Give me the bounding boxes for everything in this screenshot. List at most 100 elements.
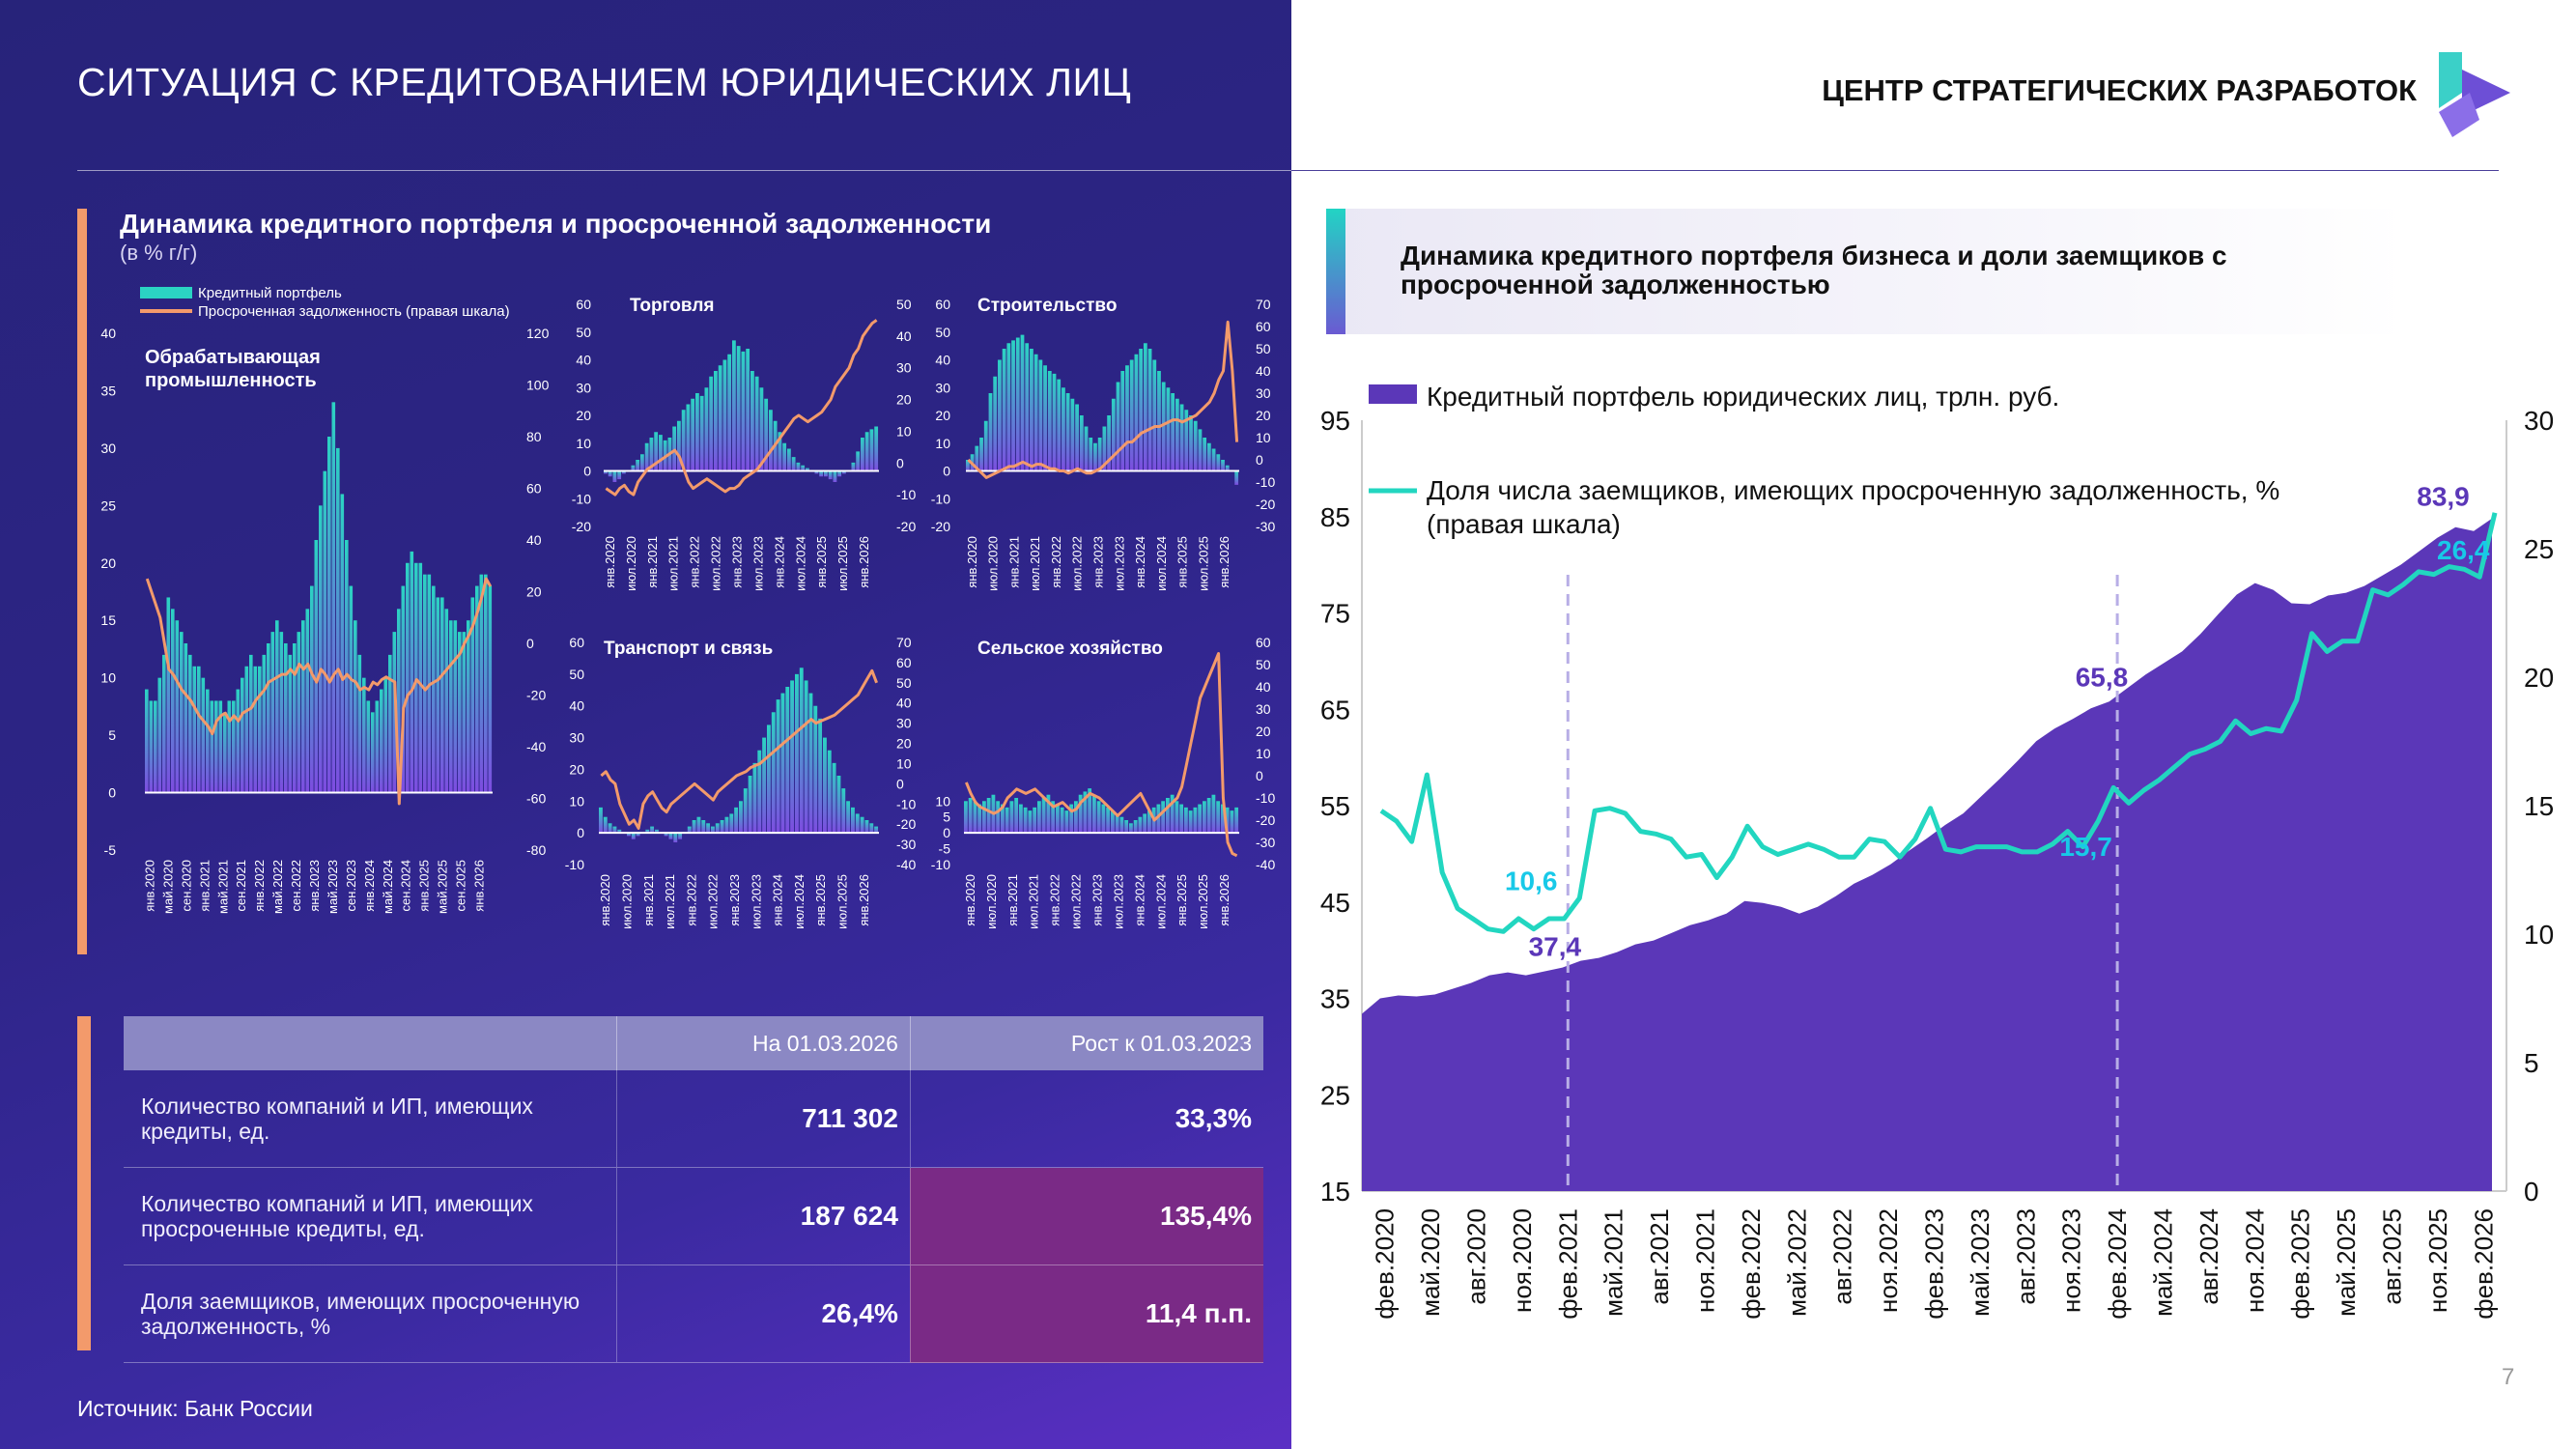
y-tick-label-left: -10 xyxy=(565,857,584,872)
portfolio-bar xyxy=(336,447,340,793)
x-tick-label: янв.2026 xyxy=(857,536,871,588)
portfolio-bar xyxy=(764,398,769,471)
y-tick-label-right: 60 xyxy=(896,655,912,670)
portfolio-bar xyxy=(1083,791,1088,834)
portfolio-bar xyxy=(973,801,977,834)
x-tick-label: янв.2021 xyxy=(1005,874,1020,926)
portfolio-bar xyxy=(718,365,722,471)
y-tick-label-right: -30 xyxy=(896,837,916,852)
x-tick-label: июл.2020 xyxy=(619,874,634,929)
portfolio-bar xyxy=(258,666,262,793)
y-tick-label-right: -30 xyxy=(1256,835,1275,850)
y-tick-label-right: -40 xyxy=(896,857,916,872)
row-growth-highlight: 135,4% xyxy=(909,1167,1263,1265)
portfolio-bar xyxy=(622,470,626,474)
portfolio-bar xyxy=(1143,813,1147,834)
portfolio-bar xyxy=(1161,382,1166,471)
left-chart-subtitle: (в % г/г) xyxy=(120,241,198,265)
x-tick-label: янв.2024 xyxy=(362,860,377,912)
portfolio-bar xyxy=(603,816,608,834)
portfolio-bar xyxy=(1051,801,1056,834)
y-tick-label-right: 0 xyxy=(2524,1177,2539,1207)
portfolio-bar xyxy=(729,813,734,834)
portfolio-bar xyxy=(1047,371,1052,471)
x-tick-label: янв.2025 xyxy=(417,860,432,912)
portfolio-bar xyxy=(166,597,171,793)
x-tick-label: сен.2023 xyxy=(344,860,358,911)
portfolio-bar xyxy=(1020,334,1025,471)
portfolio-bar xyxy=(860,816,864,834)
portfolio-bar xyxy=(808,693,813,834)
x-tick-label: авг.2022 xyxy=(1828,1208,1857,1305)
portfolio-bar xyxy=(757,750,762,834)
portfolio-bar xyxy=(762,737,767,834)
y-tick-label-right: -20 xyxy=(1256,812,1275,828)
portfolio-bar xyxy=(371,712,375,793)
portfolio-bar xyxy=(171,609,175,793)
portfolio-bar xyxy=(631,465,636,471)
portfolio-bar xyxy=(746,349,750,471)
portfolio-bar xyxy=(608,470,612,477)
portfolio-bar xyxy=(327,437,331,793)
portfolio-bar xyxy=(736,346,741,471)
portfolio-bar xyxy=(1193,420,1198,471)
x-tick-label: май.2023 xyxy=(326,860,340,914)
x-tick-label: янв.2024 xyxy=(772,536,786,588)
y-tick-label-right: 20 xyxy=(526,584,542,600)
portfolio-bar xyxy=(462,632,467,793)
y-tick-label-left: 35 xyxy=(1320,984,1350,1014)
portfolio-bar xyxy=(410,551,414,793)
overdue-line xyxy=(600,668,879,830)
portfolio-bar xyxy=(645,829,650,834)
chart-title: Транспорт и связь xyxy=(604,639,773,659)
portfolio-bar xyxy=(996,801,1001,834)
x-tick-label: июл.2021 xyxy=(666,536,681,591)
portfolio-bar xyxy=(787,448,791,471)
x-tick-label: июл.2023 xyxy=(749,874,763,929)
row-label: Количество компаний и ИП, имеющих кредит… xyxy=(124,1070,617,1168)
y-tick-label-left: 25 xyxy=(100,497,116,513)
portfolio-bar xyxy=(668,833,673,839)
y-tick-label-left: 10 xyxy=(935,436,950,451)
portfolio-bar xyxy=(432,585,436,793)
portfolio-bar xyxy=(612,470,617,482)
y-tick-label-left: 0 xyxy=(108,785,116,801)
portfolio-chart: 15 25 35 45 55 65 75 85 95 0 5 10 15 20 25 30 фев.2020 ма… xyxy=(1320,382,2554,1320)
portfolio-bar xyxy=(636,460,640,471)
portfolio-bar xyxy=(1001,804,1005,834)
portfolio-bar xyxy=(966,460,970,471)
y-tick-label-left: -5 xyxy=(104,842,117,858)
portfolio-bar xyxy=(1152,359,1157,471)
x-tick-label: янв.2026 xyxy=(1217,536,1231,588)
portfolio-bar xyxy=(1062,387,1065,471)
portfolio-bar xyxy=(692,820,696,834)
portfolio-bar xyxy=(681,410,686,471)
data-annotation: 65,8 xyxy=(2076,662,2129,692)
portfolio-bar xyxy=(1084,426,1089,471)
portfolio-bar xyxy=(1170,794,1175,834)
x-tick-label: май.2020 xyxy=(1416,1208,1445,1317)
y-tick-label-left: 30 xyxy=(569,730,584,746)
brand-name: ЦЕНТР СТРАТЕГИЧЕСКИХ РАЗРАБОТОК xyxy=(1822,73,2417,107)
y-tick-label-left: 30 xyxy=(576,380,591,395)
y-tick-label-left: 40 xyxy=(100,326,116,341)
y-tick-label-left: -20 xyxy=(572,519,591,534)
portfolio-bar xyxy=(754,376,759,471)
portfolio-bar xyxy=(1025,343,1030,471)
x-tick-label: май.2023 xyxy=(1966,1208,1995,1317)
portfolio-bar xyxy=(206,689,210,793)
portfolio-bar xyxy=(1139,349,1144,471)
portfolio-bar xyxy=(1056,804,1060,834)
y-tick-label-right: 60 xyxy=(1256,635,1271,650)
y-tick-label-left: 40 xyxy=(569,698,584,714)
portfolio-bar xyxy=(1028,810,1033,834)
y-tick-label-right: 20 xyxy=(896,736,912,752)
portfolio-bar xyxy=(604,470,608,474)
portfolio-bar xyxy=(1111,398,1116,471)
x-tick-label: сен.2021 xyxy=(234,860,248,911)
x-tick-label: сен.2025 xyxy=(454,860,468,911)
x-tick-label: июл.2022 xyxy=(1070,536,1085,591)
portfolio-bar xyxy=(1189,415,1193,471)
portfolio-bar xyxy=(244,666,249,793)
portfolio-bar xyxy=(1106,807,1111,834)
